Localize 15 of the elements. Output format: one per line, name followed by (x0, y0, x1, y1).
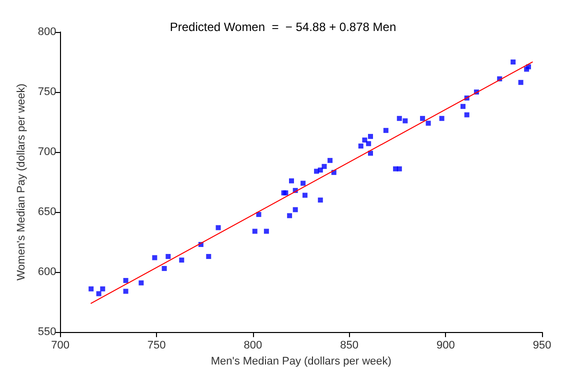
y-tick-label: 650 (38, 206, 56, 218)
x-tick-label: 950 (532, 340, 552, 352)
y-axis-title: Women's Median Pay (dollars per week) (16, 84, 28, 281)
x-axis-title: Men's Median Pay (dollars per week) (210, 356, 392, 368)
x-tick-label: 900 (436, 340, 455, 352)
y-tick-label: 800 (38, 26, 56, 38)
x-tick-label: 800 (244, 340, 262, 352)
y-tick-label: 550 (38, 326, 56, 338)
y-tick-label: 700 (38, 146, 56, 158)
x-tick-label: 700 (51, 340, 70, 352)
x-tick-label: 750 (147, 340, 166, 352)
y-tick-label: 750 (38, 86, 56, 98)
x-tick-label: 850 (340, 340, 358, 352)
y-tick-label: 600 (38, 266, 56, 278)
chart-title: Predicted Women = − 54.88 + 0.878 Men (170, 20, 396, 34)
